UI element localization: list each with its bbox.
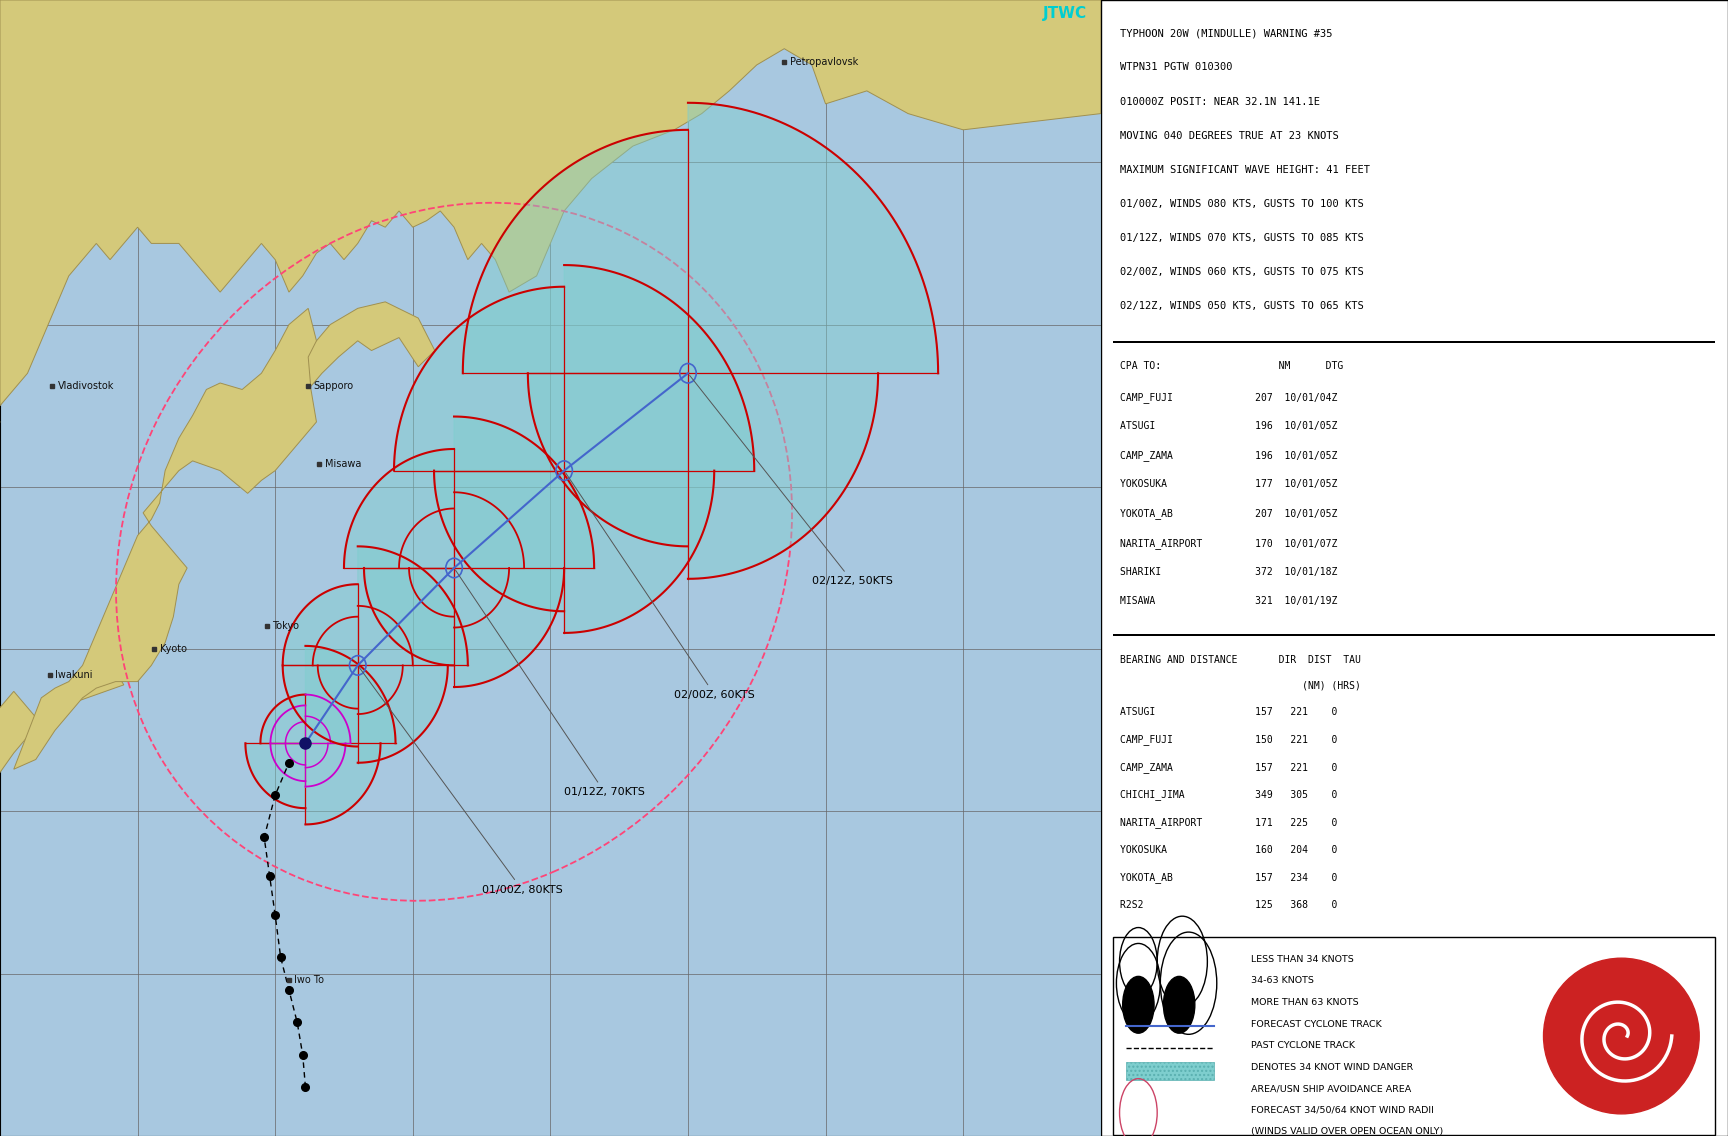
Circle shape	[1163, 977, 1194, 1034]
Text: Iwo To: Iwo To	[294, 975, 325, 985]
Text: Iwakuni: Iwakuni	[55, 670, 93, 680]
Text: BEARING AND DISTANCE       DIR  DIST  TAU: BEARING AND DISTANCE DIR DIST TAU	[1120, 654, 1360, 665]
Text: WTPN31 PGTW 010300: WTPN31 PGTW 010300	[1120, 62, 1232, 73]
Circle shape	[1123, 977, 1154, 1034]
Text: MISAWA                 321  10/01/19Z: MISAWA 321 10/01/19Z	[1120, 596, 1337, 605]
Text: CAMP_FUJI              150   221    0: CAMP_FUJI 150 221 0	[1120, 734, 1337, 745]
Text: 02/12Z, 50KTS: 02/12Z, 50KTS	[689, 375, 893, 586]
Text: DENOTES 34 KNOT WIND DANGER: DENOTES 34 KNOT WIND DANGER	[1251, 1063, 1414, 1071]
Text: YOKOSUKA               177  10/01/05Z: YOKOSUKA 177 10/01/05Z	[1120, 479, 1337, 490]
Text: LESS THAN 34 KNOTS: LESS THAN 34 KNOTS	[1251, 954, 1355, 963]
Polygon shape	[69, 671, 124, 704]
Text: CPA TO:                    NM      DTG: CPA TO: NM DTG	[1120, 361, 1343, 371]
Text: R2S2                   125   368    0: R2S2 125 368 0	[1120, 900, 1337, 910]
Text: 02/00Z, 60KTS: 02/00Z, 60KTS	[565, 473, 755, 700]
Text: 02/00Z, WINDS 060 KTS, GUSTS TO 075 KTS: 02/00Z, WINDS 060 KTS, GUSTS TO 075 KTS	[1120, 267, 1363, 277]
Text: ATSUGI                 157   221    0: ATSUGI 157 221 0	[1120, 707, 1337, 717]
Polygon shape	[0, 692, 41, 772]
Text: ATSUGI                 196  10/01/05Z: ATSUGI 196 10/01/05Z	[1120, 421, 1337, 431]
Text: 02/12Z, WINDS 050 KTS, GUSTS TO 065 KTS: 02/12Z, WINDS 050 KTS, GUSTS TO 065 KTS	[1120, 301, 1363, 311]
Text: YOKOTA_AB              207  10/01/05Z: YOKOTA_AB 207 10/01/05Z	[1120, 509, 1337, 519]
Text: MORE THAN 63 KNOTS: MORE THAN 63 KNOTS	[1251, 999, 1358, 1006]
Polygon shape	[344, 417, 594, 687]
Text: Misawa: Misawa	[325, 459, 361, 469]
Text: MOVING 040 DEGREES TRUE AT 23 KNOTS: MOVING 040 DEGREES TRUE AT 23 KNOTS	[1120, 131, 1337, 141]
Text: YOKOSUKA               160   204    0: YOKOSUKA 160 204 0	[1120, 845, 1337, 854]
Polygon shape	[463, 102, 938, 579]
Text: Petropavlovsk: Petropavlovsk	[790, 57, 859, 67]
Polygon shape	[283, 546, 468, 762]
Polygon shape	[289, 302, 435, 390]
Bar	[1113, 634, 1716, 636]
Text: NARITA_AIRPORT         170  10/01/07Z: NARITA_AIRPORT 170 10/01/07Z	[1120, 537, 1337, 549]
Text: NARITA_AIRPORT         171   225    0: NARITA_AIRPORT 171 225 0	[1120, 817, 1337, 828]
Text: Tokyo: Tokyo	[273, 621, 299, 632]
Bar	[1113, 341, 1716, 343]
Polygon shape	[14, 308, 316, 769]
Text: (NM) (HRS): (NM) (HRS)	[1120, 680, 1360, 691]
Text: 01/00Z, 80KTS: 01/00Z, 80KTS	[359, 668, 562, 894]
Text: CHICHI_JIMA            349   305    0: CHICHI_JIMA 349 305 0	[1120, 790, 1337, 801]
Bar	[1127, 1061, 1213, 1079]
Text: FORECAST 34/50/64 KNOT WIND RADII: FORECAST 34/50/64 KNOT WIND RADII	[1251, 1106, 1434, 1114]
Text: TYPHOON 20W (MINDULLE) WARNING #35: TYPHOON 20W (MINDULLE) WARNING #35	[1120, 28, 1332, 39]
Text: AREA/USN SHIP AVOIDANCE AREA: AREA/USN SHIP AVOIDANCE AREA	[1251, 1084, 1412, 1093]
Text: 01/12Z, WINDS 070 KTS, GUSTS TO 085 KTS: 01/12Z, WINDS 070 KTS, GUSTS TO 085 KTS	[1120, 233, 1363, 243]
Text: FORECAST CYCLONE TRACK: FORECAST CYCLONE TRACK	[1251, 1020, 1382, 1028]
Text: SHARIKI                372  10/01/18Z: SHARIKI 372 10/01/18Z	[1120, 567, 1337, 577]
Text: YOKOTA_AB              157   234    0: YOKOTA_AB 157 234 0	[1120, 872, 1337, 884]
Polygon shape	[0, 0, 1101, 406]
Text: (WINDS VALID OVER OPEN OCEAN ONLY): (WINDS VALID OVER OPEN OCEAN ONLY)	[1251, 1127, 1443, 1136]
Text: CAMP_ZAMA              157   221    0: CAMP_ZAMA 157 221 0	[1120, 762, 1337, 772]
Text: Kyoto: Kyoto	[159, 644, 187, 654]
Bar	[1113, 936, 1716, 1136]
Text: Sapporo: Sapporo	[314, 382, 354, 391]
Polygon shape	[245, 646, 396, 825]
Text: JTWC: JTWC	[1044, 7, 1087, 22]
Text: 01/00Z, WINDS 080 KTS, GUSTS TO 100 KTS: 01/00Z, WINDS 080 KTS, GUSTS TO 100 KTS	[1120, 199, 1363, 209]
Text: CAMP_FUJI              207  10/01/04Z: CAMP_FUJI 207 10/01/04Z	[1120, 392, 1337, 403]
Text: MAXIMUM SIGNIFICANT WAVE HEIGHT: 41 FEET: MAXIMUM SIGNIFICANT WAVE HEIGHT: 41 FEET	[1120, 165, 1370, 175]
Text: CAMP_ZAMA              196  10/01/05Z: CAMP_ZAMA 196 10/01/05Z	[1120, 450, 1337, 461]
Polygon shape	[394, 265, 753, 633]
Text: PAST CYCLONE TRACK: PAST CYCLONE TRACK	[1251, 1041, 1355, 1050]
Text: Vladivostok: Vladivostok	[57, 382, 114, 391]
Text: 34-63 KNOTS: 34-63 KNOTS	[1251, 977, 1315, 985]
Text: 010000Z POSIT: NEAR 32.1N 141.1E: 010000Z POSIT: NEAR 32.1N 141.1E	[1120, 97, 1320, 107]
Text: 01/12Z, 70KTS: 01/12Z, 70KTS	[456, 570, 645, 797]
